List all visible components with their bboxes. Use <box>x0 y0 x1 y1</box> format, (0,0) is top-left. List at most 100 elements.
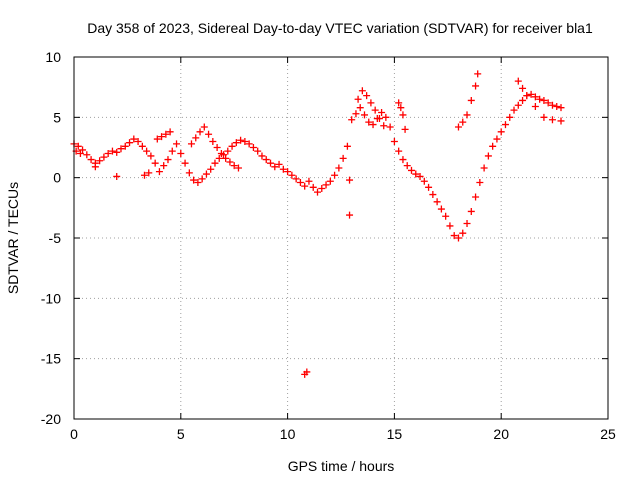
data-point <box>190 176 198 184</box>
data-point <box>352 110 360 118</box>
data-point <box>472 193 480 201</box>
data-point <box>514 101 522 109</box>
data-point <box>249 144 257 151</box>
data-point <box>322 181 330 189</box>
data-point <box>104 150 112 158</box>
data-point <box>267 159 275 167</box>
data-point <box>346 211 354 219</box>
data-point <box>117 145 125 153</box>
data-point <box>314 188 322 196</box>
data-point <box>346 176 354 184</box>
data-point <box>164 156 172 164</box>
data-point <box>145 169 153 177</box>
y-tick-label: -15 <box>41 351 61 367</box>
data-point <box>232 139 240 147</box>
data-point <box>360 111 368 119</box>
data-point <box>540 113 548 121</box>
data-point <box>363 92 371 100</box>
data-point <box>356 104 364 112</box>
data-point <box>213 144 221 151</box>
data-point <box>463 220 471 228</box>
data-point <box>226 158 234 166</box>
grid-lines <box>74 57 608 419</box>
data-point <box>113 148 121 156</box>
data-point <box>459 229 467 237</box>
data-point <box>177 150 185 158</box>
data-point <box>514 77 522 85</box>
data-point <box>79 146 87 154</box>
data-point <box>211 159 219 167</box>
data-point <box>200 123 208 131</box>
data-point <box>399 111 407 119</box>
data-point <box>523 92 531 100</box>
data-point <box>217 150 225 158</box>
data-point <box>160 162 168 170</box>
data-point <box>275 160 283 168</box>
data-point <box>378 109 386 117</box>
data-point <box>399 156 407 164</box>
data-point <box>429 191 437 199</box>
data-point <box>331 171 339 179</box>
data-point <box>279 165 287 173</box>
y-tick-label: -20 <box>41 411 61 427</box>
data-point <box>134 137 142 145</box>
data-point <box>241 137 249 145</box>
data-point <box>151 159 159 167</box>
data-point <box>454 123 462 131</box>
data-point <box>416 172 424 180</box>
data-point <box>339 154 347 162</box>
data-point <box>467 207 475 215</box>
data-point <box>162 130 170 138</box>
data-point <box>138 142 146 150</box>
data-point <box>83 151 91 159</box>
data-point <box>158 133 166 141</box>
data-point <box>318 185 326 193</box>
data-point <box>326 177 334 185</box>
data-point <box>309 183 317 191</box>
data-point <box>205 130 213 138</box>
data-point <box>386 123 394 131</box>
data-point <box>420 177 428 185</box>
data-point <box>510 106 518 114</box>
data-point <box>395 147 403 155</box>
data-point <box>365 118 373 126</box>
data-point <box>173 140 181 148</box>
data-point <box>425 183 433 191</box>
data-point <box>185 169 193 177</box>
data-point <box>433 198 441 206</box>
data-point <box>284 168 292 176</box>
data-point <box>459 118 467 126</box>
data-point <box>96 157 104 165</box>
data-point <box>446 222 454 230</box>
data-point <box>245 140 253 148</box>
data-point <box>407 166 415 174</box>
data-point <box>380 122 388 130</box>
data-point <box>531 93 539 101</box>
data-point <box>230 162 238 170</box>
data-point <box>395 99 403 107</box>
data-point <box>480 164 488 172</box>
data-point <box>166 128 174 136</box>
data-point <box>155 168 163 176</box>
x-axis-label: GPS time / hours <box>288 458 395 474</box>
data-point <box>397 104 405 112</box>
axis-ticks: 0 5 10 15 20 25 -20 -15 -10 -5 0 5 10 <box>41 49 616 442</box>
data-point <box>194 178 202 186</box>
data-point <box>288 171 296 179</box>
data-point <box>87 156 95 164</box>
data-point <box>181 159 189 167</box>
y-tick-label: -5 <box>49 230 62 246</box>
x-tick-label: 10 <box>280 426 296 442</box>
data-point <box>401 125 409 133</box>
data-point <box>271 163 279 171</box>
x-tick-label: 0 <box>70 426 78 442</box>
data-point <box>519 96 527 104</box>
data-point <box>305 177 313 185</box>
data-point <box>143 147 151 155</box>
data-point <box>548 116 556 124</box>
data-point <box>467 96 475 104</box>
data-point <box>196 128 204 136</box>
data-point <box>108 147 116 155</box>
data-point <box>501 121 509 129</box>
data-point <box>382 113 390 121</box>
